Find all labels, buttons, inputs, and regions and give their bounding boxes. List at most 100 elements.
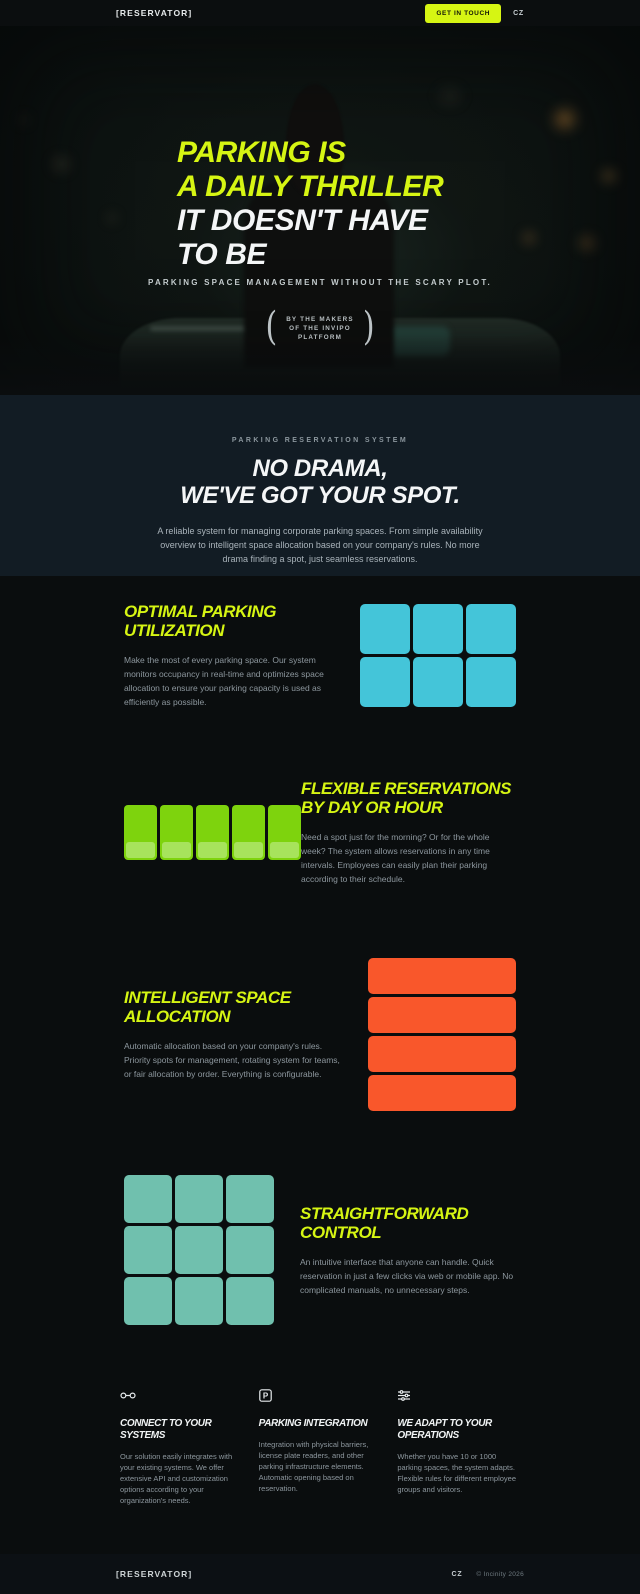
control-grid-graphic <box>124 1175 274 1325</box>
header: [RESERVATOR] GET IN TOUCH CZ <box>0 0 640 26</box>
bokeh-light <box>598 168 620 184</box>
capability-body: Integration with physical barriers, lice… <box>258 1440 369 1493</box>
capability-body: Whether you have 10 or 1000 parking spac… <box>397 1452 517 1494</box>
hero-person-head <box>286 84 344 196</box>
allocation-bars-graphic <box>368 958 516 1111</box>
feature-flexible-reservations: FLEXIBLE RESERVATIONS BY DAY OR HOUR Nee… <box>124 779 516 886</box>
utilization-grid-graphic <box>360 604 516 707</box>
graphic-tile <box>368 997 516 1033</box>
feature-title-line: UTILIZATION <box>124 621 225 640</box>
feature-title: FLEXIBLE RESERVATIONS BY DAY OR HOUR <box>301 779 516 817</box>
graphic-tile <box>413 657 463 707</box>
footer-logo[interactable]: [RESERVATOR] <box>116 1569 193 1579</box>
capability-body: Our solution easily integrates with your… <box>120 1452 233 1505</box>
intro-section: PARKING RESERVATION SYSTEM NO DRAMA, WE'… <box>0 395 640 576</box>
graphic-tile <box>226 1277 274 1325</box>
capability-title: PARKING INTEGRATION <box>258 1418 368 1429</box>
logo[interactable]: [RESERVATOR] <box>116 8 193 18</box>
bokeh-light <box>548 106 582 132</box>
graphic-tile-segment <box>162 842 191 858</box>
makers-badge-line: BY THE MAKERS <box>286 315 354 323</box>
hero-fade <box>0 335 640 395</box>
graphic-tile <box>175 1277 223 1325</box>
graphic-tile <box>268 805 301 860</box>
graphic-tile <box>124 1175 172 1223</box>
parking-icon: P <box>258 1389 382 1403</box>
intro-title-line: WE'VE GOT YOUR SPOT. <box>180 482 460 509</box>
hero-tagline: PARKING SPACE MANAGEMENT WITHOUT THE SCA… <box>148 278 492 287</box>
graphic-tile <box>466 657 516 707</box>
graphic-tile <box>466 604 516 654</box>
copyright: © Incinity 2026 <box>476 1570 524 1578</box>
feature-title: OPTIMAL PARKING UTILIZATION <box>124 602 340 640</box>
graphic-tile-segment <box>270 842 299 858</box>
graphic-tile <box>413 604 463 654</box>
link-icon <box>120 1389 243 1403</box>
graphic-tile-segment <box>198 842 227 858</box>
graphic-tile <box>160 805 193 860</box>
graphic-tile <box>175 1226 223 1274</box>
capability-connect-systems: CONNECT TO YOUR SYSTEMS Our solution eas… <box>120 1389 243 1506</box>
hero-headline: PARKING IS A DAILY THRILLER IT DOESN'T H… <box>177 136 444 272</box>
capability-title: WE ADAPT TO YOUR OPERATIONS <box>397 1418 492 1441</box>
feature-title-line: ALLOCATION <box>124 1007 231 1026</box>
feature-title-line: CONTROL <box>300 1222 382 1242</box>
bokeh-light <box>104 212 120 224</box>
graphic-tile-segment <box>234 842 263 858</box>
intro-title: NO DRAMA, WE'VE GOT YOUR SPOT. <box>0 455 640 509</box>
svg-text:P: P <box>263 1392 269 1401</box>
graphic-tile <box>360 657 410 707</box>
graphic-tile <box>360 604 410 654</box>
bokeh-light <box>48 154 74 174</box>
makers-badge-text: BY THE MAKERS OF THE INVIPO PLATFORM <box>286 315 354 342</box>
graphic-tile <box>175 1175 223 1223</box>
feature-title-line: BY DAY OR HOUR <box>301 798 443 817</box>
capability-parking-integration: P PARKING INTEGRATION Integration with p… <box>259 1389 382 1506</box>
laurel-left-icon: ( <box>265 304 278 351</box>
capabilities-section: CONNECT TO YOUR SYSTEMS Our solution eas… <box>120 1389 520 1506</box>
footer: [RESERVATOR] CZ © Incinity 2026 <box>0 1554 640 1594</box>
graphic-tile <box>226 1226 274 1274</box>
intro-title-line: NO DRAMA, <box>252 455 388 482</box>
sliders-icon <box>397 1389 520 1403</box>
makers-badge-line: OF THE INVIPO <box>289 324 351 332</box>
intro-body: A reliable system for managing corporate… <box>157 526 483 564</box>
get-in-touch-button[interactable]: GET IN TOUCH <box>425 3 502 23</box>
hero-title-line: PARKING IS <box>177 136 346 169</box>
makers-badge: ( BY THE MAKERS OF THE INVIPO PLATFORM ) <box>0 305 640 351</box>
feature-body: An intuitive interface that anyone can h… <box>300 1256 514 1295</box>
laurel-right-icon: ) <box>362 304 375 351</box>
bokeh-light <box>574 234 600 252</box>
capability-title: CONNECT TO YOUR SYSTEMS <box>120 1418 212 1441</box>
hero-title-line: TO BE <box>177 238 267 271</box>
feature-optimal-utilization: OPTIMAL PARKING UTILIZATION Make the mos… <box>124 602 516 709</box>
footer-language-switcher[interactable]: CZ <box>451 1570 463 1578</box>
feature-title: STRAIGHTFORWARD CONTROL <box>300 1204 516 1242</box>
feature-title-line: INTELLIGENT SPACE <box>124 988 291 1007</box>
bokeh-light <box>430 86 470 106</box>
feature-intelligent-allocation: INTELLIGENT SPACE ALLOCATION Automatic a… <box>124 958 516 1111</box>
hero-title-line: IT DOESN'T HAVE <box>177 204 428 237</box>
capability-adapt-operations: WE ADAPT TO YOUR OPERATIONS Whether you … <box>397 1389 520 1506</box>
feature-body: Make the most of every parking space. Ou… <box>124 655 324 707</box>
hero-car-highlight <box>150 326 310 331</box>
bokeh-light <box>520 231 538 245</box>
makers-badge-line: PLATFORM <box>297 333 343 341</box>
intro-eyebrow: PARKING RESERVATION SYSTEM <box>231 437 409 444</box>
graphic-tile <box>196 805 229 860</box>
graphic-tile <box>368 1036 516 1072</box>
language-switcher[interactable]: CZ <box>513 9 524 17</box>
reservations-bars-graphic <box>124 805 301 860</box>
feature-body: Automatic allocation based on your compa… <box>124 1041 340 1079</box>
feature-straightforward-control: STRAIGHTFORWARD CONTROL An intuitive int… <box>124 1175 516 1325</box>
graphic-tile <box>124 1277 172 1325</box>
graphic-tile <box>124 805 157 860</box>
graphic-tile <box>368 1075 516 1111</box>
feature-title-line: FLEXIBLE RESERVATIONS <box>301 779 512 798</box>
hero-section: PARKING IS A DAILY THRILLER IT DOESN'T H… <box>0 26 640 395</box>
feature-body: Need a spot just for the morning? Or for… <box>301 832 490 884</box>
hero-title-line: A DAILY THRILLER <box>177 170 444 203</box>
features-section: OPTIMAL PARKING UTILIZATION Make the mos… <box>124 602 516 1325</box>
bokeh-light <box>16 114 32 126</box>
graphic-tile <box>368 958 516 994</box>
